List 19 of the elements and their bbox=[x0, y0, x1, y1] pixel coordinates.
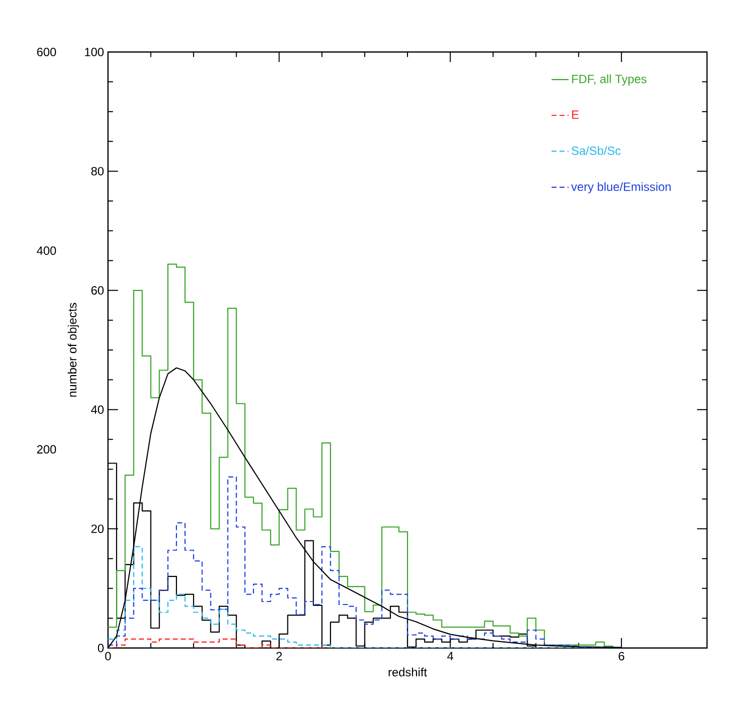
x-tick-label: 2 bbox=[276, 652, 282, 660]
x-axis-title: redshift bbox=[388, 668, 428, 676]
y-tick-label: 0 bbox=[98, 644, 104, 652]
y2-tick-label: 600 bbox=[37, 48, 56, 56]
y-axis-title: number of objects bbox=[68, 302, 79, 397]
y-tick-label: 100 bbox=[85, 48, 104, 56]
y-tick-label: 80 bbox=[91, 166, 104, 176]
y-tick-label: 40 bbox=[91, 405, 104, 414]
legend-label: Sa/Sb/Sc bbox=[572, 146, 621, 155]
y2-tick-label: 200 bbox=[37, 445, 56, 454]
y-tick-label: 60 bbox=[91, 286, 104, 295]
x-tick-label: 4 bbox=[447, 652, 454, 660]
legend-label: E bbox=[572, 110, 579, 119]
y2-tick-label: 400 bbox=[36, 246, 56, 255]
x-tick-label: 6 bbox=[618, 652, 624, 660]
y-tick-label: 20 bbox=[91, 524, 104, 534]
x-tick-label: 0 bbox=[105, 652, 111, 660]
legend-label: FDF, all Types bbox=[572, 74, 646, 86]
legend-label: very blue/Emission bbox=[571, 182, 671, 194]
